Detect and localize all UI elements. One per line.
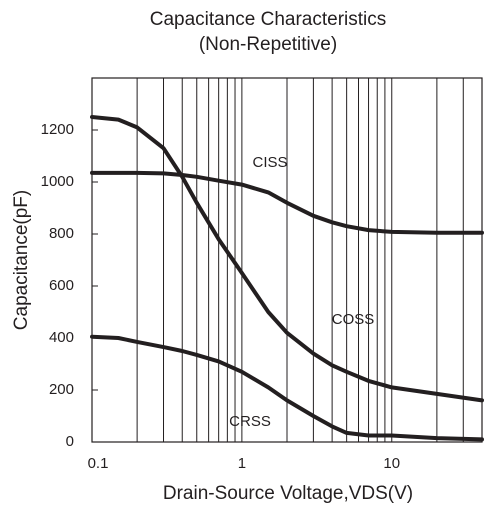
series-line <box>90 115 484 403</box>
x-axis-label: Drain-Source Voltage,VDS(V) <box>163 483 413 504</box>
y-tick-label: 200 <box>49 381 74 398</box>
y-tick-label: 1200 <box>41 121 74 138</box>
y-tick-label: 400 <box>49 329 74 346</box>
plot-frame <box>91 77 483 443</box>
x-tick-label: 0.1 <box>88 455 109 472</box>
y-tick-label: 600 <box>49 277 74 294</box>
y-axis-label: Capacitance(pF) <box>11 190 32 330</box>
series-line <box>90 334 484 442</box>
series-line <box>90 170 484 235</box>
series-label: CRSS <box>229 413 271 430</box>
x-tick-label: 10 <box>383 455 400 472</box>
series-label: COSS <box>332 311 375 328</box>
chart-title: Capacitance Characteristics <box>150 9 387 30</box>
y-tick-label: 800 <box>49 225 74 242</box>
y-tick-label: 1000 <box>41 173 74 190</box>
y-tick-label: 0 <box>66 433 74 450</box>
chart-subtitle: (Non-Repetitive) <box>199 34 337 55</box>
x-tick-label: 1 <box>238 455 246 472</box>
series-label: CISS <box>252 154 287 171</box>
